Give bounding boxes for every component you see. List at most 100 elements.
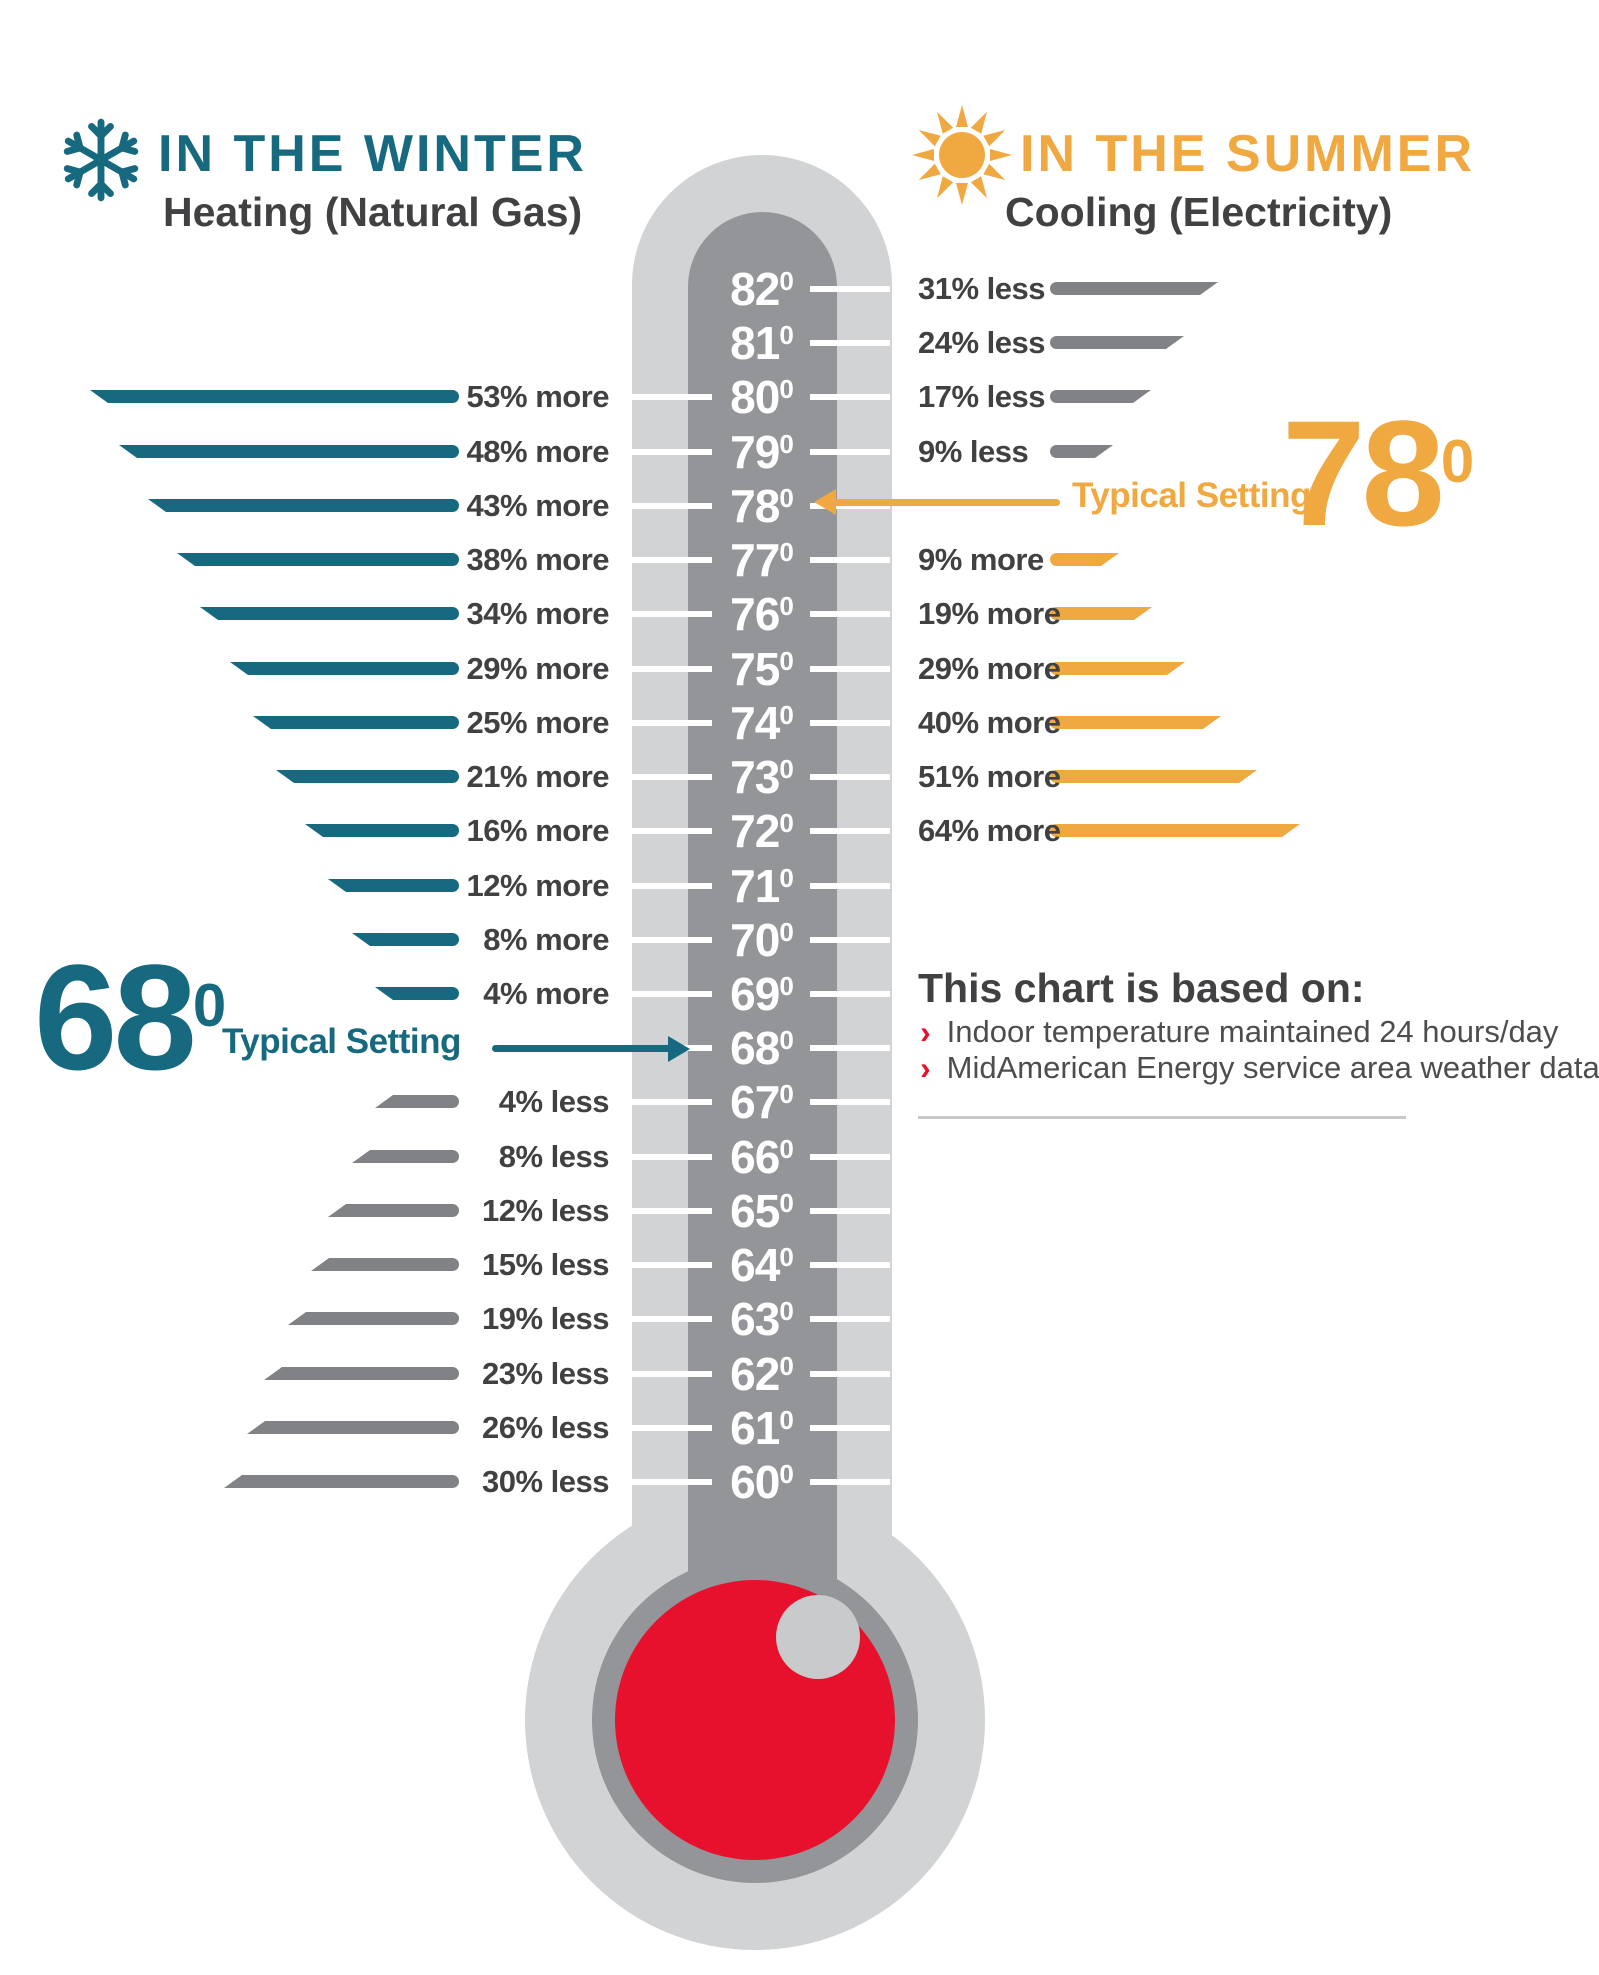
winter-bar-label: 21% more [466,759,610,794]
summer-bar [1050,553,1119,566]
winter-bar-label: 34% more [466,596,610,631]
snowflake-icon [58,112,144,208]
temp-label: 660 [730,1131,794,1183]
temp-label: 710 [730,860,794,912]
temp-label: 750 [730,643,794,695]
summer-typical-number: 780 [1282,389,1475,557]
winter-typical-arrow-line [492,1045,674,1052]
tick-right [810,557,890,563]
tick-left [632,1262,712,1268]
based-on-bullet-2: › MidAmerican Energy service area weathe… [920,1050,1599,1086]
winter-bar-label: 16% more [466,813,610,848]
tick-left [632,883,712,889]
summer-bar-label: 40% more [918,705,1061,740]
summer-bar-label: 24% less [918,325,1046,360]
winter-bar-label: 25% more [466,705,610,740]
tick-left [632,1371,712,1377]
winter-bar-label: 8% more [483,922,609,957]
winter-bar [305,824,459,837]
winter-bar [276,770,459,783]
temp-label: 600 [730,1456,794,1508]
based-on-bullet-1: › Indoor temperature maintained 24 hours… [920,1014,1558,1050]
temp-label: 820 [730,263,794,315]
tick-left [632,1316,712,1322]
summer-bar-label: 51% more [918,759,1061,794]
tick-left [632,1479,712,1485]
winter-bar [253,716,459,729]
winter-bar [375,1095,459,1108]
winter-header-subtitle: Heating (Natural Gas) [163,189,583,235]
winter-typical-label: Typical Setting [222,1022,461,1061]
temp-label: 740 [730,697,794,749]
chevron-bullet-icon: › [920,1050,931,1086]
summer-bar [1050,390,1151,403]
tick-right [810,937,890,943]
tick-left [632,1425,712,1431]
temp-label: 800 [730,371,794,423]
temp-label: 690 [730,968,794,1020]
tick-left [632,1154,712,1160]
winter-bar-label: 43% more [466,488,610,523]
tick-left [632,1208,712,1214]
tick-left [632,937,712,943]
winter-bar-label: 4% more [483,976,609,1011]
temp-label: 810 [730,317,794,369]
tick-right [810,1479,890,1485]
winter-bar [352,1150,459,1163]
summer-bar [1050,445,1113,458]
winter-typical-arrowhead-icon [668,1036,690,1062]
winter-bar-label: 8% less [498,1139,610,1174]
sun-icon [912,105,1012,205]
thermometer-inner-tube [688,212,837,1612]
tick-left [632,828,712,834]
section-divider [918,1116,1406,1119]
summer-bar [1050,607,1152,620]
winter-bar-label: 26% less [482,1410,610,1445]
temp-label: 780 [730,480,794,532]
temp-label: 670 [730,1076,794,1128]
summer-bar [1050,716,1221,729]
winter-bar [288,1312,459,1325]
tick-right [810,449,890,455]
tick-right [810,394,890,400]
tick-left [632,1099,712,1105]
winter-header-title: IN THE WINTER [158,125,587,183]
temp-label: 730 [730,751,794,803]
tick-right [810,1208,890,1214]
winter-bar-label: 48% more [466,434,610,469]
tick-right [810,666,890,672]
winter-bar [90,390,459,403]
tick-right [810,883,890,889]
tick-right [810,1425,890,1431]
tick-right [810,1099,890,1105]
summer-bar-label: 17% less [918,379,1046,414]
tick-left [632,611,712,617]
winter-bar-label: 15% less [482,1247,610,1282]
winter-bar [264,1367,459,1380]
tick-right [810,1045,890,1051]
winter-bar [148,499,459,512]
tick-right [810,611,890,617]
tick-left [632,503,712,509]
tick-right [810,828,890,834]
tick-right [810,1262,890,1268]
summer-typical-label: Typical Setting [1072,476,1311,515]
summer-bar [1050,282,1218,295]
tick-left [632,774,712,780]
chevron-bullet-icon: › [920,1014,931,1050]
summer-typical-arrowhead-icon [814,489,836,515]
temp-label: 790 [730,426,794,478]
summer-bar [1050,770,1257,783]
temp-label: 770 [730,534,794,586]
temp-label: 700 [730,914,794,966]
tick-right [810,1154,890,1160]
summer-bar [1050,336,1184,349]
winter-bar [119,445,459,458]
based-on-bullet-text: Indoor temperature maintained 24 hours/d… [946,1014,1559,1049]
temp-label: 720 [730,805,794,857]
tick-right [810,503,890,509]
summer-header-title: IN THE SUMMER [1020,125,1475,183]
winter-bar [328,879,459,892]
summer-bar-label: 31% less [918,271,1046,306]
based-on-bullet-text: MidAmerican Energy service area weather … [946,1050,1599,1085]
